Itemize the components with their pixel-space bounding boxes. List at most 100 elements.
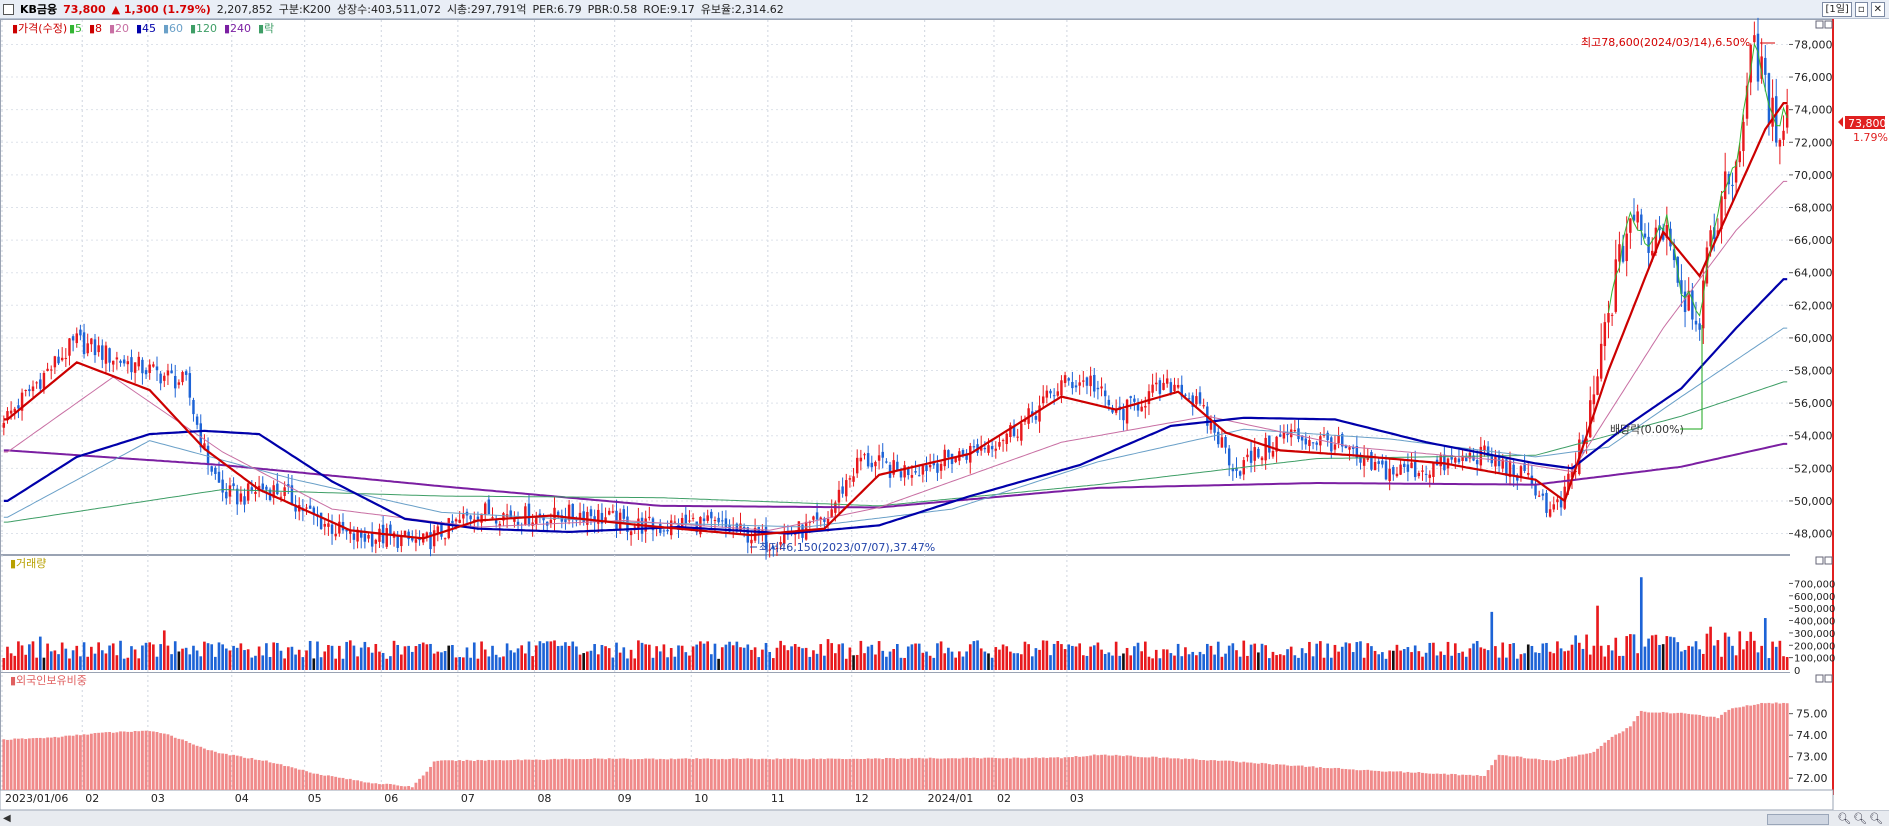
volume-bar [1136,642,1140,670]
foreign-bar [1253,763,1257,790]
zoom-icons[interactable]: 🔍︎🔍︎🔍︎ [1837,812,1885,825]
foreign-bar [979,758,983,790]
volume-bar [1461,651,1464,670]
volume-bar [1625,636,1629,670]
foreign-bar [925,758,928,790]
volume-bar [432,653,436,670]
foreign-bar [852,758,855,790]
candle [1570,470,1574,478]
volume-bar [932,657,936,670]
candle [79,329,82,336]
x-tick-label: 2023/01/06 [5,792,68,805]
foreign-bar [1782,702,1785,790]
volume-bar [534,645,538,670]
volume-bar [1297,657,1300,670]
candle [1760,56,1763,79]
volume-bar [768,651,772,670]
volume-bar [184,647,188,670]
legend-ma: ▮120 [190,22,217,35]
foreign-bar [673,759,677,790]
volume-bar [286,647,290,670]
volume-bar [863,653,866,670]
volume-bar [1731,645,1734,670]
volume-bar [505,643,509,670]
volume-bar [115,655,119,670]
candle [1753,35,1756,43]
candle [1103,390,1107,397]
foreign-bar [1453,774,1457,790]
scroll-thumb[interactable] [1767,814,1829,825]
volume-bar [1384,658,1388,670]
volume-bar [538,641,542,670]
foreign-bar [578,759,582,790]
stock-name[interactable]: KB금융 [20,3,58,16]
foreign-bar [884,757,888,790]
checkbox-icon[interactable] [3,3,14,15]
volume-bar [1249,644,1253,670]
period-button[interactable]: [1일] [1822,2,1852,17]
foreign-bar [421,775,425,790]
foreign-bar [863,758,866,790]
volume-bar [1472,643,1475,670]
candle [1191,395,1194,407]
foreign-bar [903,758,907,790]
volume-bar [906,646,910,670]
foreign-bar [1344,769,1348,790]
foreign-bar [1205,760,1209,790]
foreign-bar [370,783,374,790]
volume-bar [713,643,717,670]
candle [680,518,684,528]
candle [319,512,323,530]
candle [684,514,688,524]
x-tick-label: 05 [308,792,322,805]
volume-bar [502,656,505,670]
volume-bar [968,644,972,670]
candle [936,463,939,473]
volume-bar [1479,647,1483,670]
volume-bar [1610,650,1614,670]
volume-bar [545,641,549,670]
candle [1023,420,1027,422]
volume-bar [1067,644,1071,670]
foreign-bar [60,736,64,790]
minimize-icon[interactable]: ▫ [1854,2,1868,17]
candle [166,370,170,376]
volume-bar [1399,650,1402,670]
foreign-bar [1585,753,1589,790]
foreign-bar [976,758,979,790]
close-icon[interactable]: ✕ [1870,2,1885,17]
candle [1060,380,1063,396]
volume-bar [367,647,370,670]
volume-bar [524,653,527,670]
foreign-bar [1723,712,1727,790]
volume-bar [1191,651,1195,670]
volume-bar [42,657,46,670]
volume-bar [1169,653,1173,670]
candle [629,531,633,536]
horizontal-scrollbar[interactable]: ◀ 🔍︎🔍︎🔍︎ [0,810,1889,826]
candle [702,518,706,522]
volume-bar [1687,645,1691,670]
panel-close-icon [1824,556,1833,565]
volume-bar [400,654,403,670]
candle [308,505,312,509]
candle [436,526,440,534]
candle [1632,214,1636,221]
candle [1279,434,1282,437]
foreign-bar [936,758,939,790]
volume-bar [888,651,892,670]
scroll-left-icon[interactable]: ◀ [3,813,11,824]
foreign-bar [666,759,669,790]
panel-minimize-icon [1815,20,1824,29]
foreign-bar [9,739,13,790]
foreign-bar [24,738,28,790]
candle [1213,420,1216,433]
volume-bar [210,644,214,670]
candle [826,518,830,526]
foreign-bar [830,758,834,790]
foreign-bar [1271,764,1275,790]
candle [750,539,753,544]
volume-bar [1669,636,1672,670]
volume-bar [1596,605,1599,670]
